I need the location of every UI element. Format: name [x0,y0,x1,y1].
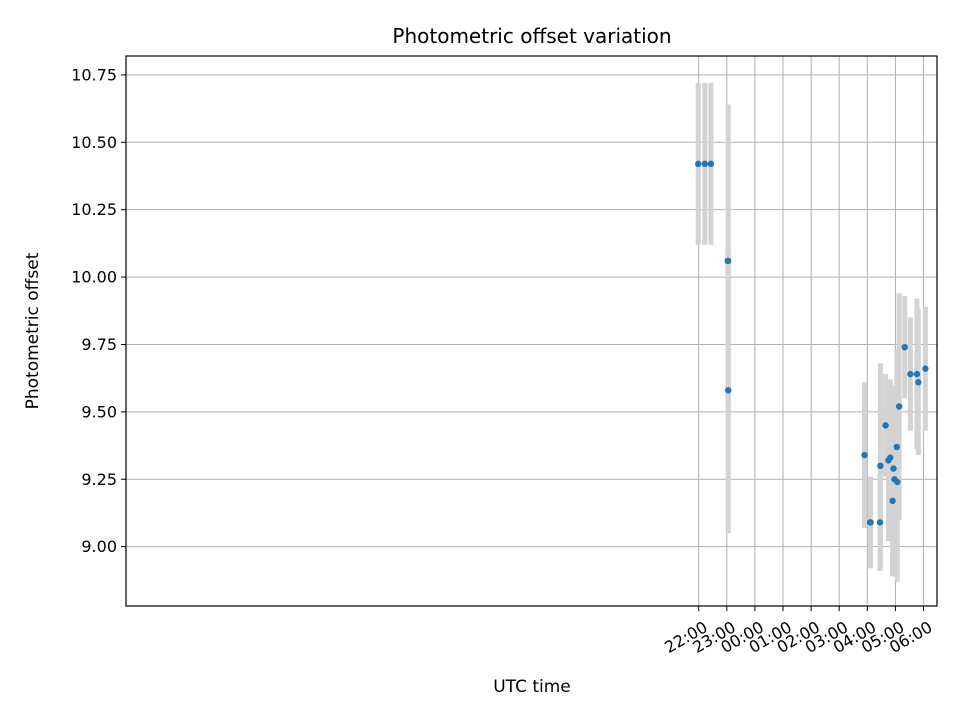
y-axis-title: Photometric offset [23,252,43,409]
data-point [893,443,901,451]
data-point [882,422,889,429]
data-point [695,160,702,168]
data-point [895,403,903,410]
data-point [867,519,874,526]
y-tick-label: 10.50 [71,133,117,152]
data-point [725,387,732,394]
data-point [915,379,922,386]
data-point [725,257,732,265]
data-point [890,465,897,472]
y-tick-label: 9.00 [81,537,117,556]
data-point [861,451,868,459]
y-tick-label: 10.25 [71,200,117,219]
data-point [894,478,901,486]
data-point [701,160,708,168]
data-point [922,365,929,372]
y-tick-label: 10.00 [71,268,117,287]
x-axis-title: UTC time [493,677,571,697]
chart-title: Photometric offset variation [392,24,671,48]
y-tick-label: 9.75 [81,335,117,354]
data-point [907,370,914,378]
y-axis: 9.00 9.25 9.50 9.75 10.00 10.25 10.50 10.75 [71,65,126,556]
grid [126,56,937,606]
plot-frame [125,55,938,607]
data-point [889,497,896,505]
data-point [901,343,908,351]
y-tick-label: 10.75 [71,65,117,84]
data-point [913,370,921,378]
data-point [887,454,894,461]
y-tick-label: 9.50 [81,402,117,421]
data-point [877,462,884,470]
y-tick-label: 9.25 [81,470,117,489]
data-point [876,519,884,526]
data-points [695,160,929,526]
data-point [707,160,715,168]
